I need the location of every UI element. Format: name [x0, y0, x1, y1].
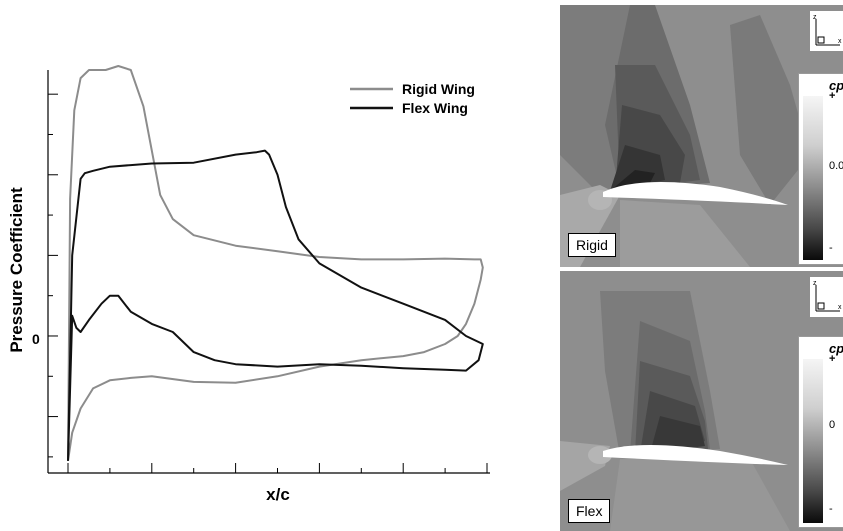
series-layer	[67, 65, 484, 462]
colorbar-tick-top-rigid: +	[829, 90, 836, 102]
contour-field-flex	[560, 271, 843, 531]
colorbar-title-flex: cp	[829, 341, 843, 356]
colorbar-tick-mid-flex: 0	[829, 419, 836, 431]
axis-triad-flex: z x	[810, 277, 843, 317]
contour-panel-rigid: Rigid cp + 0.0 - z x	[560, 5, 843, 267]
colorbar-tick-bottom-rigid: -	[829, 242, 833, 254]
colorbar-tick-mid-rigid: 0.0	[829, 160, 843, 172]
x-axis-label: x/c	[266, 485, 290, 504]
colorbar-scale-rigid	[803, 96, 823, 260]
colorbar-title-rigid: cp	[829, 78, 843, 93]
plot-frame	[47, 70, 490, 474]
colorbar-scale-flex	[803, 359, 823, 523]
legend-label-flex: Flex Wing	[402, 100, 468, 116]
triad-x-rigid: x	[838, 38, 842, 45]
contour-field-rigid	[560, 5, 843, 267]
colorbar-flex: cp + 0 -	[798, 336, 843, 528]
axis-triad-rigid: z x	[810, 11, 843, 51]
y-tick-label-zero: 0	[32, 331, 40, 347]
colorbar-tick-bottom-flex: -	[829, 503, 833, 515]
contour-panel-flex: Flex cp + 0 - z x	[560, 271, 843, 531]
series-line-flex-wing	[67, 149, 484, 461]
y-axis-label: Pressure Coefficient	[7, 187, 26, 353]
y-axis-ticks	[48, 93, 58, 458]
panel-label-flex: Flex	[568, 499, 611, 523]
x-axis-ticks	[67, 463, 488, 473]
panel-label-rigid: Rigid	[568, 233, 616, 257]
colorbar-tick-top-flex: +	[829, 353, 836, 365]
series-line-rigid-wing	[67, 65, 484, 462]
legend: Rigid Wing Flex Wing	[350, 81, 475, 116]
legend-label-rigid: Rigid Wing	[402, 81, 475, 97]
pressure-coefficient-chart: 0 Pressure Coefficient x/c Rigid Wing Fl…	[7, 65, 490, 504]
triad-x-flex: x	[838, 304, 842, 311]
triad-z-rigid: z	[813, 14, 817, 21]
triad-z-flex: z	[813, 280, 817, 287]
colorbar-rigid: cp + 0.0 -	[798, 73, 843, 265]
